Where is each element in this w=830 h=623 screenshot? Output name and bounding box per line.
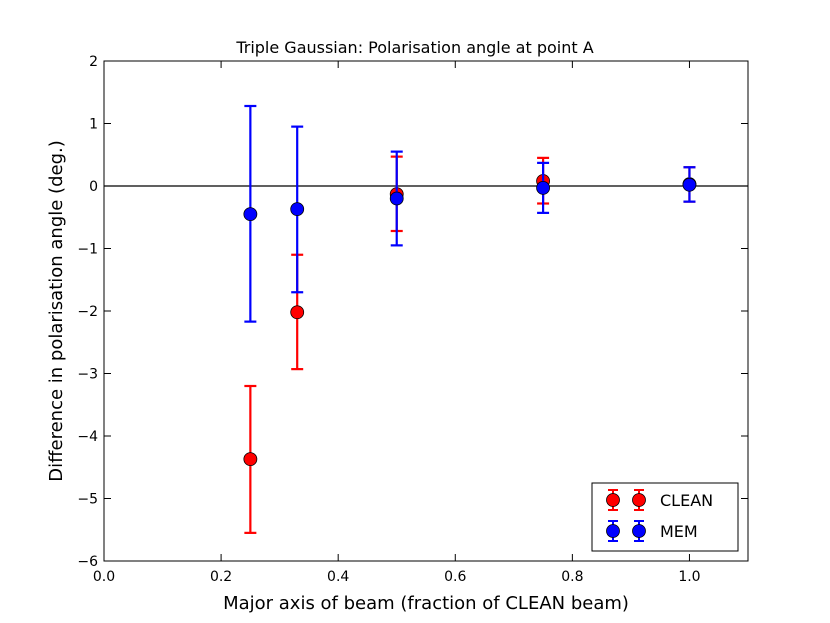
mem-data-point xyxy=(536,180,550,195)
y-tick-label: −4 xyxy=(77,429,98,445)
plot-frame xyxy=(103,60,749,562)
y-tick-label: 1 xyxy=(89,117,98,133)
x-axis-label: Major axis of beam (fraction of CLEAN be… xyxy=(223,593,629,614)
plot-area xyxy=(104,61,748,561)
y-tick-label: −2 xyxy=(77,304,98,320)
mem-data-point xyxy=(682,177,697,192)
y-axis-label: Difference in polarisation angle (deg.) xyxy=(46,140,67,481)
x-tick-label: 0.8 xyxy=(561,569,583,585)
x-tick-label: 0.2 xyxy=(210,569,232,585)
mem-data-point xyxy=(389,191,404,206)
y-tick-label: −3 xyxy=(77,367,98,383)
chart-title: Triple Gaussian: Polarisation angle at p… xyxy=(235,38,593,57)
legend-marker xyxy=(606,524,620,538)
legend: CLEAN MEM xyxy=(591,482,739,552)
mem-data-point xyxy=(243,207,258,222)
y-tick-label: 2 xyxy=(89,54,98,70)
y-tick-label: −6 xyxy=(77,554,98,570)
legend-label-mem: MEM xyxy=(660,522,698,541)
clean-data-point xyxy=(243,452,258,467)
x-tick-label: 1.0 xyxy=(678,569,700,585)
x-tick-label: 0.6 xyxy=(444,569,466,585)
series-layer xyxy=(243,104,697,534)
legend-marker xyxy=(606,493,620,507)
x-axis-ticks: 0.0 0.2 0.4 0.6 0.8 1.0 xyxy=(93,61,701,585)
legend-item-clean: CLEAN xyxy=(606,489,713,511)
x-tick-label: 0.4 xyxy=(327,569,349,585)
legend-label-clean: CLEAN xyxy=(660,491,713,510)
legend-item-mem: MEM xyxy=(606,520,698,542)
legend-marker xyxy=(632,524,646,538)
x-tick-label: 0.0 xyxy=(93,569,115,585)
y-axis-ticks: −6 −5 −4 −3 −2 −1 0 1 2 xyxy=(77,54,748,570)
mem-data-point xyxy=(290,202,305,217)
y-tick-label: −1 xyxy=(77,242,98,258)
y-tick-label: −5 xyxy=(77,492,98,508)
legend-marker xyxy=(632,493,646,507)
clean-data-point xyxy=(290,305,305,320)
y-tick-label: 0 xyxy=(89,179,98,195)
series-mem xyxy=(243,104,697,323)
